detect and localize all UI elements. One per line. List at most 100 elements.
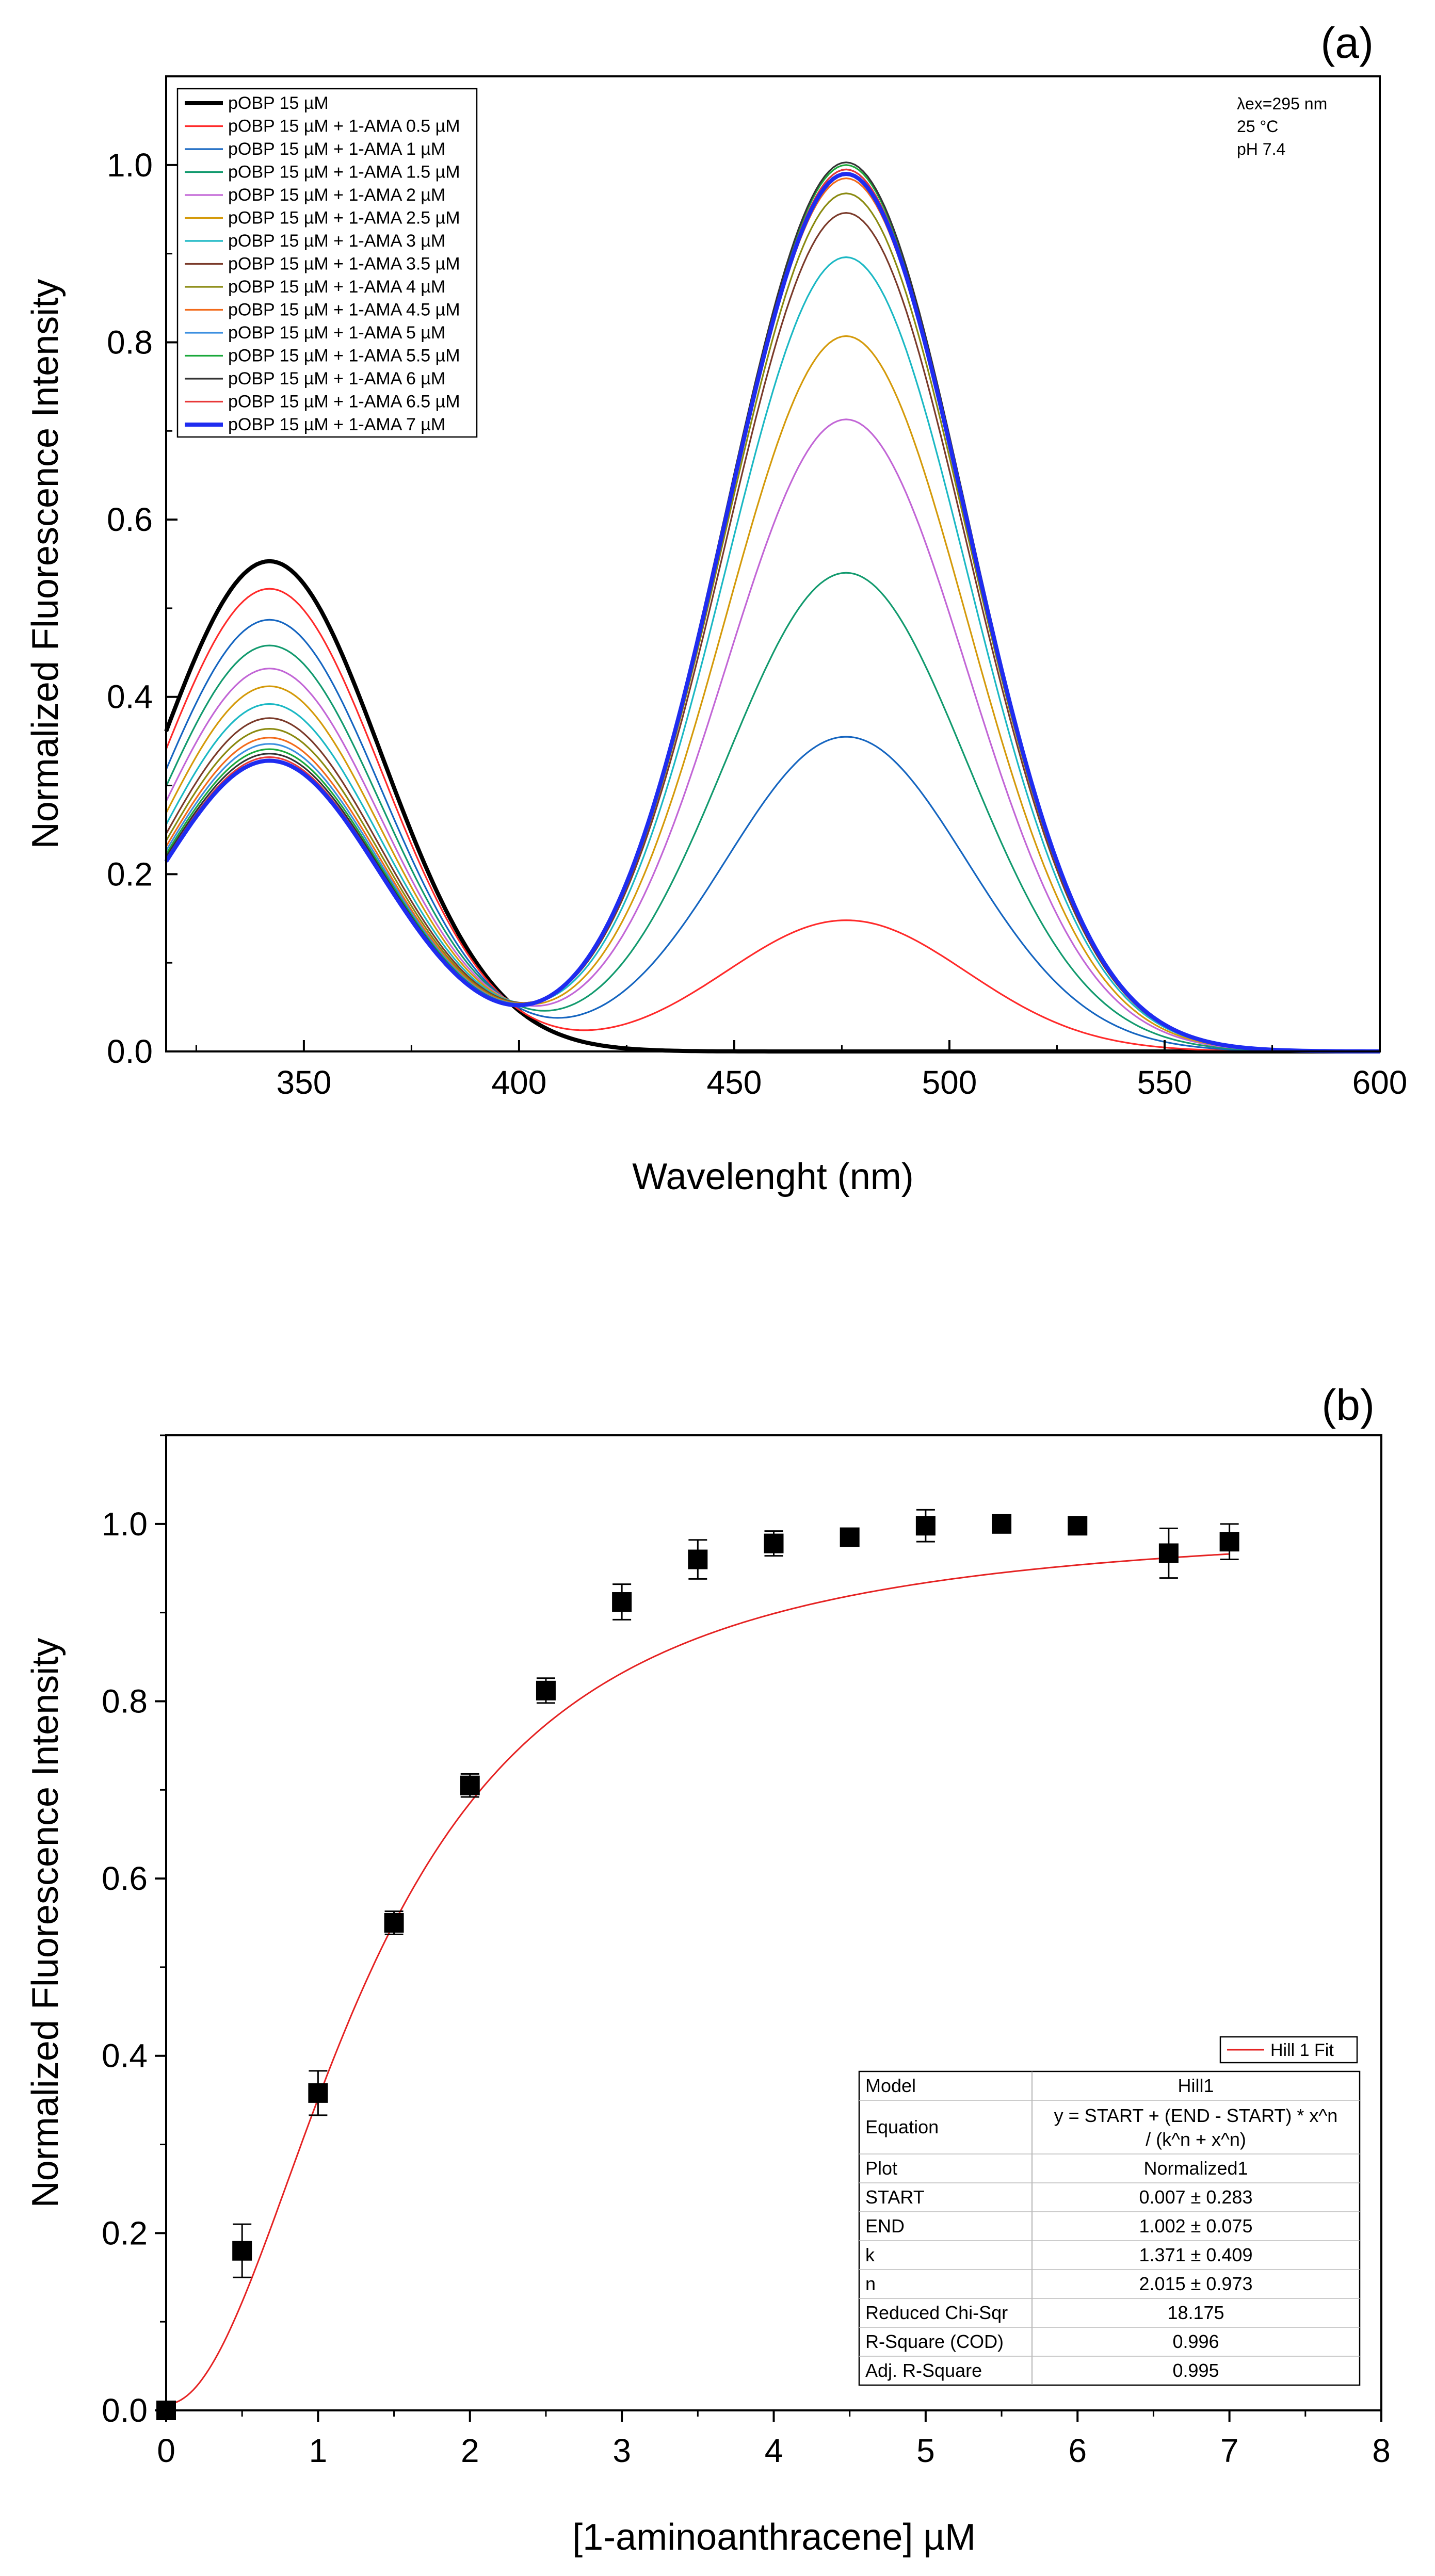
x-tick-label: 2 — [461, 2432, 479, 2469]
table-row-label: Reduced Chi-Sqr — [865, 2302, 1008, 2323]
data-point — [536, 1680, 556, 1700]
y-tick-label: 1.0 — [102, 1505, 148, 1543]
data-point — [308, 2083, 328, 2103]
legend-entry: pOBP 15 µM + 1-AMA 4.5 µM — [228, 300, 460, 320]
table-row-value: 1.002 ± 0.075 — [1139, 2215, 1253, 2237]
legend-entry: pOBP 15 µM + 1-AMA 7 µM — [228, 415, 445, 434]
y-tick-label: 0.8 — [107, 323, 153, 361]
data-point — [460, 1775, 480, 1795]
legend-entry: pOBP 15 µM + 1-AMA 2 µM — [228, 185, 445, 205]
temperature-note: 25 °C — [1237, 117, 1278, 136]
x-tick-label: 550 — [1137, 1064, 1192, 1101]
legend-box — [176, 88, 478, 438]
x-tick-label: 0 — [157, 2432, 175, 2469]
spectra-curves — [164, 161, 1380, 1054]
x-tick-label: 6 — [1068, 2432, 1087, 2469]
y-tick-label: 1.0 — [107, 147, 153, 184]
x-tick-label: 400 — [492, 1064, 547, 1101]
data-point — [612, 1592, 632, 1612]
y-tick-label: 0.2 — [107, 855, 153, 893]
x-tick-label: 350 — [277, 1064, 332, 1101]
legend-entry: pOBP 15 µM + 1-AMA 5 µM — [228, 323, 445, 343]
legend-entry: pOBP 15 µM + 1-AMA 6 µM — [228, 369, 445, 388]
table-row-label: END — [865, 2215, 905, 2237]
data-point — [688, 1549, 708, 1569]
spectrum-curve — [165, 619, 1380, 1052]
table-row-label: Model — [865, 2075, 916, 2096]
data-point — [992, 1514, 1012, 1534]
data-point — [915, 1516, 936, 1536]
panel-b-axes: 0 1 2 3 4 5 6 7 8 0.0 0.2 0.4 0.6 0.8 1.0 — [102, 1434, 1391, 2469]
spectrum-curve — [164, 171, 1380, 1054]
x-tick-label: 4 — [765, 2432, 783, 2469]
spectrum-curve — [165, 418, 1380, 1052]
table-row-value: Hill1 — [1178, 2075, 1214, 2096]
legend-entry: pOBP 15 µM — [228, 93, 329, 113]
legend-entry: pOBP 15 µM + 1-AMA 1.5 µM — [228, 163, 460, 182]
table-row-label: Plot — [865, 2158, 897, 2179]
fit-legend: Hill 1 Fit — [1219, 2036, 1358, 2064]
table-row-value: 2.015 ± 0.973 — [1139, 2273, 1253, 2294]
table-row-label: k — [865, 2244, 875, 2265]
table-row-label: n — [865, 2273, 876, 2294]
ph-note: pH 7.4 — [1237, 140, 1285, 158]
legend-entry: pOBP 15 µM + 1-AMA 1 µM — [228, 139, 445, 159]
y-tick-label: 0.6 — [102, 1860, 148, 1897]
x-tick-label: 8 — [1372, 2432, 1391, 2469]
panel-a-label: (a) — [1320, 19, 1374, 67]
table-row-value: 18.175 — [1167, 2302, 1224, 2323]
x-tick-label: 450 — [707, 1064, 762, 1101]
data-point — [1158, 1543, 1179, 1563]
y-tick-label: 0.6 — [107, 501, 153, 538]
data-point — [1219, 1532, 1239, 1552]
y-tick-label: 0.0 — [107, 1033, 153, 1070]
table-row-label: START — [865, 2186, 925, 2208]
table-row-value: / (k^n + x^n) — [1146, 2129, 1246, 2150]
x-tick-label: 7 — [1220, 2432, 1239, 2469]
spectrum-curve — [165, 335, 1380, 1052]
excitation-note: λex=295 nm — [1237, 94, 1327, 113]
table-row-value: Normalized1 — [1143, 2158, 1248, 2179]
legend-entry: pOBP 15 µM + 1-AMA 2.5 µM — [228, 208, 460, 228]
data-point — [1068, 1516, 1088, 1536]
legend-entry: pOBP 15 µM + 1-AMA 5.5 µM — [228, 346, 460, 366]
panel-b-y-axis-label: Normalized Fluorescence Intensity — [25, 1638, 66, 2208]
legend-entry: pOBP 15 µM + 1-AMA 3.5 µM — [228, 254, 460, 274]
legend-entry: pOBP 15 µM + 1-AMA 4 µM — [228, 277, 445, 297]
panel-a-y-axis-label: Normalized Fluorescence Intensity — [25, 279, 66, 849]
table-row-value: y = START + (END - START) * x^n — [1054, 2105, 1338, 2126]
table-row-label: R-Square (COD) — [865, 2331, 1004, 2352]
x-tick-label: 5 — [916, 2432, 935, 2469]
panel-b-x-axis-label: [1-aminoanthracene] µM — [572, 2517, 976, 2558]
table-row-value: 0.007 ± 0.283 — [1139, 2186, 1253, 2208]
panel-a-x-axis-label: Wavelenght (nm) — [632, 1156, 914, 1197]
fit-results-table: Model Hill1 Equation y = START + (END - STA… — [858, 2070, 1361, 2386]
table-row-label: Equation — [865, 2116, 939, 2137]
panel-a-plot-frame — [165, 75, 1381, 1052]
data-point — [840, 1527, 860, 1547]
table-frame — [858, 2070, 1361, 2386]
panel-a-axes: 350 400 450 500 550 600 0.0 0.2 0.4 0.6 0.8 1.0 — [107, 75, 1408, 1101]
legend-entry: pOBP 15 µM + 1-AMA 3 µM — [228, 231, 445, 251]
data-points — [156, 1509, 1239, 2420]
table-row-value: 1.371 ± 0.409 — [1139, 2244, 1253, 2265]
data-point — [232, 2241, 252, 2261]
data-point — [764, 1533, 784, 1553]
y-tick-label: 0.0 — [102, 2392, 148, 2429]
panel-b-label: (b) — [1321, 1381, 1375, 1429]
fit-legend-label: Hill 1 Fit — [1270, 2040, 1334, 2060]
legend-entry: pOBP 15 µM + 1-AMA 6.5 µM — [228, 392, 460, 412]
spectra-legend: pOBP 15 µM pOBP 15 µM + 1-AMA 0.5 µM pOBP … — [176, 88, 478, 438]
y-tick-label: 0.8 — [102, 1682, 148, 1720]
y-tick-label: 0.2 — [102, 2214, 148, 2251]
y-tick-label: 0.4 — [107, 678, 153, 716]
table-row-label: Adj. R-Square — [865, 2360, 982, 2381]
spectrum-curve — [165, 588, 1380, 1052]
data-point — [384, 1913, 404, 1933]
panel-a: (a) 350 400 450 500 550 600 0.0 0.2 0.4 0.6 0.8 1.0… — [25, 19, 1407, 1197]
x-tick-label: 600 — [1352, 1064, 1408, 1101]
spectrum-curve — [165, 572, 1380, 1052]
legend-entry: pOBP 15 µM + 1-AMA 0.5 µM — [228, 117, 460, 136]
table-row-value: 0.995 — [1172, 2360, 1219, 2381]
